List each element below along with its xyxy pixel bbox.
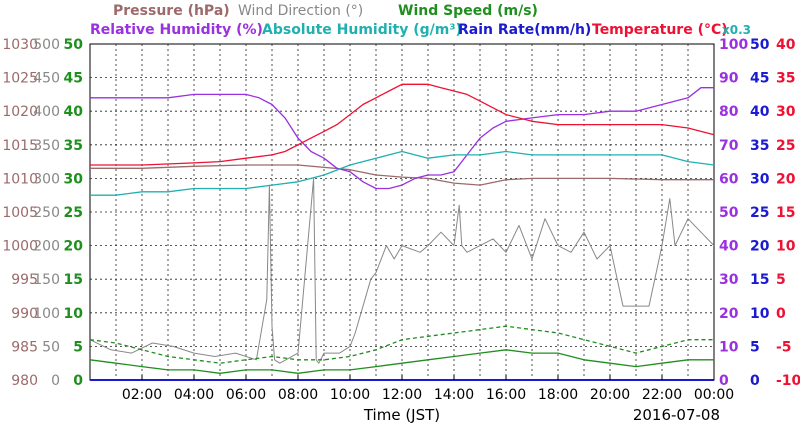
grid [90,44,714,380]
x-tick-label: 10:00 [330,387,370,403]
legend-wind-direction: Wind Direction (°) [238,3,363,19]
legend-temperature: Temperature (°C) [592,22,728,38]
series-line-1 [89,177,715,364]
y-tick-label-temp: 0 [776,306,786,322]
series-line-0 [90,164,714,186]
legend: Pressure (hPa) Wind Direction (°) Wind S… [90,3,751,38]
y-tick-label-wind_speed: 10 [64,306,84,322]
y-tick-label-rh: 30 [719,272,739,288]
x-tick-label: 00:00 [694,387,734,403]
y-tick-label-pressure: 1030 [2,37,38,53]
y-tick-label-pressure: 1020 [2,104,38,120]
y-tick-label-temp: 40 [776,37,796,53]
y-tick-label-temp: -5 [776,339,792,355]
y-tick-label-rain: 25 [750,205,769,221]
y-tick-label-wind_speed: 30 [64,171,84,187]
legend-absolute-humidity: Absolute Humidity (g/m³) [262,22,462,38]
series-line-7 [90,83,715,166]
y-tick-label-wind_dir: 100 [33,306,60,322]
y-tick-label-wind_speed: 40 [64,104,84,120]
date-label: 2016-07-08 [633,406,720,424]
y-tick-label-temp: 35 [776,71,795,87]
y-tick-label-temp: 15 [776,205,795,221]
y-tick-label-wind_speed: 20 [64,239,84,255]
y-tick-label-temp: 5 [776,272,786,288]
legend-pressure: Pressure (hPa) [113,3,230,19]
x-tick-label: 14:00 [434,387,474,403]
y-tick-label-pressure: 980 [11,373,38,389]
x-tick-label: 18:00 [538,387,578,403]
y-tick-label-rain: 45 [750,71,769,87]
x-tick-label: 04:00 [174,387,214,403]
y-tick-label-rain: 20 [750,239,770,255]
y-tick-label-rh: 90 [719,71,739,87]
y-tick-label-rain: 5 [750,339,760,355]
y-tick-label-wind_dir: 200 [33,239,60,255]
y-tick-label-wind_speed: 35 [64,138,83,154]
y-tick-label-wind_speed: 45 [64,71,83,87]
y-tick-label-pressure: 1005 [2,205,38,221]
y-tick-label-wind_dir: 150 [33,272,60,288]
y-tick-label-rain: 10 [750,306,770,322]
y-tick-label-pressure: 990 [11,306,38,322]
y-tick-label-rh: 40 [719,239,739,255]
y-tick-label-pressure: 1025 [2,71,38,87]
y-tick-label-pressure: 995 [11,272,38,288]
y-tick-label-rain: 35 [750,138,769,154]
y-tick-label-temp: 10 [776,239,796,255]
y-tick-label-rh: 100 [719,37,748,53]
y-tick-label-wind_dir: 50 [42,339,60,355]
y-tick-label-rh: 20 [719,306,739,322]
y-tick-label-rh: 10 [719,339,739,355]
x-tick-label: 08:00 [278,387,318,403]
y-tick-label-pressure: 1010 [2,171,38,187]
y-tick-label-rain: 15 [750,272,769,288]
y-tick-label-wind_speed: 25 [64,205,83,221]
y-tick-label-rh: 70 [719,138,739,154]
y-tick-label-pressure: 985 [11,339,38,355]
legend-wind-speed: Wind Speed (m/s) [398,3,538,19]
y-tick-label-rh: 80 [719,104,739,120]
y-tick-label-temp: 25 [776,138,795,154]
y-tick-label-wind_speed: 15 [64,272,83,288]
x-tick-label: 02:00 [122,387,162,403]
y-tick-label-rain: 30 [750,171,770,187]
y-tick-label-rh: 50 [719,205,739,221]
x-tick-label: 22:00 [642,387,682,403]
y-tick-label-rh: 0 [719,373,729,389]
x-tick-label: 06:00 [226,387,266,403]
y-tick-label-wind_dir: 400 [33,104,60,120]
series-line-4 [90,87,714,190]
x-tick-label: 16:00 [486,387,526,403]
legend-relative-humidity: Relative Humidity (%) [90,22,263,38]
series-line-2 [89,349,714,374]
series-line-5 [90,150,715,196]
y-tick-label-wind_speed: 50 [64,37,84,53]
y-tick-label-rain: 0 [750,373,760,389]
y-tick-label-wind_dir: 300 [33,171,60,187]
y-tick-label-temp: 30 [776,104,796,120]
x-tick-label: 12:00 [382,387,422,403]
y-tick-label-wind_dir: 450 [33,71,60,87]
legend-rain-rate: Rain Rate(mm/h) [458,22,591,38]
y-tick-label-wind_dir: 0 [51,373,60,389]
y-tick-label-rain: 50 [750,37,770,53]
series-line-3 [89,325,714,364]
y-tick-label-rain: 40 [750,104,770,120]
y-tick-label-pressure: 1000 [2,239,38,255]
y-tick-label-pressure: 1015 [2,138,38,154]
y-tick-label-rh: 60 [719,171,739,187]
y-tick-label-temp: 20 [776,171,796,187]
y-tick-label-wind_dir: 250 [33,205,60,221]
legend-ah-factor: x0.3 [722,23,751,37]
x-tick-label: 20:00 [590,387,630,403]
axes-layer: 02:00 04:00 06:00 08:00 10:00 12:00 14:00 16:00… [2,37,800,403]
y-tick-label-temp: -10 [776,373,800,389]
y-tick-label-wind_speed: 0 [73,373,83,389]
y-tick-label-wind_dir: 350 [33,138,60,154]
y-tick-label-wind_dir: 500 [33,37,60,53]
x-axis-label: Time (JST) [363,406,440,424]
y-tick-label-wind_speed: 5 [73,339,83,355]
